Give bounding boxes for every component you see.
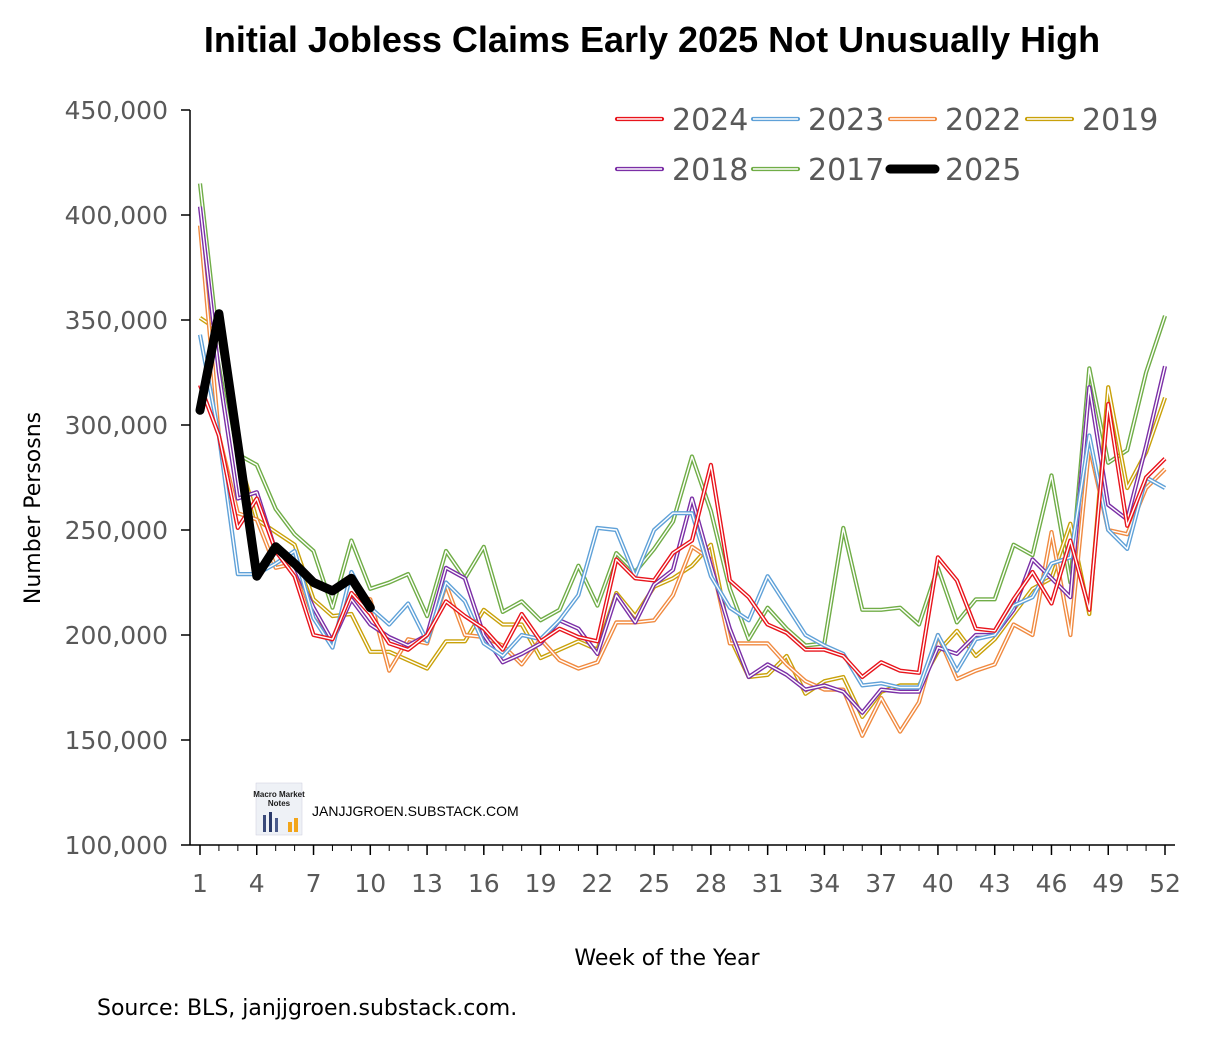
series-line-inner xyxy=(199,225,1166,737)
y-axis-label: Number Persosns xyxy=(21,412,46,604)
legend-item-2023: 2023 xyxy=(750,103,884,138)
series-2019 xyxy=(198,316,1167,720)
watermark: Macro Market Notes JANJJGROEN.SUBSTACK.C… xyxy=(253,782,519,836)
x-tick-label: 7 xyxy=(306,869,322,898)
series-line xyxy=(197,225,1167,738)
watermark-text: JANJJGROEN.SUBSTACK.COM xyxy=(312,803,519,819)
legend-label: 2017 xyxy=(808,153,884,188)
series-layer xyxy=(195,183,1168,738)
x-tick-label: 46 xyxy=(1036,869,1068,898)
series-line-inner xyxy=(199,317,1166,718)
plot-area: 100,000 150,000 200,000 250,000 300,000 350,0… xyxy=(65,96,1181,898)
y-tick-label: 450,000 xyxy=(65,96,168,125)
x-tick-label: 1 xyxy=(192,869,208,898)
series-line xyxy=(198,316,1167,720)
x-tick-label: 52 xyxy=(1149,869,1181,898)
x-tick-label: 37 xyxy=(865,869,897,898)
chart-title: Initial Jobless Claims Early 2025 Not Un… xyxy=(204,19,1100,60)
series-line-inner xyxy=(199,183,1166,647)
legend-item-2017: 2017 xyxy=(750,153,884,188)
x-tick-label: 10 xyxy=(354,869,386,898)
y-tick-label: 250,000 xyxy=(65,516,168,545)
legend-item-2025: 2025 xyxy=(885,153,1021,188)
legend-item-2018: 2018 xyxy=(614,153,748,188)
legend-item-2022: 2022 xyxy=(887,103,1021,138)
watermark-logo-line-1: Macro Market xyxy=(253,790,305,799)
y-tick-label: 300,000 xyxy=(65,411,168,440)
x-tick-label: 25 xyxy=(638,869,670,898)
x-tick-label: 31 xyxy=(752,869,784,898)
x-tick-label: 19 xyxy=(525,869,557,898)
y-tick-label: 400,000 xyxy=(65,201,168,230)
legend-item-2024: 2024 xyxy=(614,103,748,138)
legend-item-2019: 2019 xyxy=(1024,103,1158,138)
x-axis-ticks: 1 4 7 10 13 16 19 22 25 28 31 34 37 40 43 46 49 52 xyxy=(192,845,1181,898)
x-tick-label: 22 xyxy=(581,869,613,898)
legend-label: 2019 xyxy=(1082,103,1158,138)
series-2017 xyxy=(197,183,1167,648)
series-2025 xyxy=(195,309,375,613)
x-tick-label: 4 xyxy=(249,869,265,898)
series-line xyxy=(195,309,375,613)
source-note: Source: BLS, janjjgroen.substack.com. xyxy=(97,996,517,1021)
x-axis-label: Week of the Year xyxy=(574,946,760,971)
x-tick-label: 34 xyxy=(809,869,841,898)
x-tick-label: 28 xyxy=(695,869,727,898)
legend-label: 2024 xyxy=(672,103,748,138)
legend: 2024 2023 2022 2019 2018 2017 2025 xyxy=(614,103,1158,188)
watermark-logo: Macro Market Notes xyxy=(253,782,305,836)
series-2024 xyxy=(198,384,1167,680)
y-tick-label: 100,000 xyxy=(65,831,168,860)
series-2018 xyxy=(197,206,1168,715)
series-line-inner xyxy=(199,206,1166,714)
series-line xyxy=(197,334,1167,690)
y-tick-label: 350,000 xyxy=(65,306,168,335)
series-line xyxy=(197,206,1168,715)
legend-label: 2022 xyxy=(945,103,1021,138)
x-tick-label: 49 xyxy=(1092,869,1124,898)
legend-label: 2023 xyxy=(808,103,884,138)
x-tick-label: 16 xyxy=(468,869,500,898)
x-tick-label: 40 xyxy=(922,869,954,898)
x-tick-label: 43 xyxy=(979,869,1011,898)
watermark-logo-line-2: Notes xyxy=(268,799,291,808)
series-2022 xyxy=(197,225,1167,738)
y-tick-label: 200,000 xyxy=(65,621,168,650)
y-axis-ticks: 100,000 150,000 200,000 250,000 300,000 350,0… xyxy=(65,96,190,860)
legend-label: 2018 xyxy=(672,153,748,188)
series-line-inner xyxy=(199,384,1166,678)
y-tick-label: 150,000 xyxy=(65,726,168,755)
x-tick-label: 13 xyxy=(411,869,443,898)
series-2023 xyxy=(197,334,1167,690)
legend-label: 2025 xyxy=(945,153,1021,188)
